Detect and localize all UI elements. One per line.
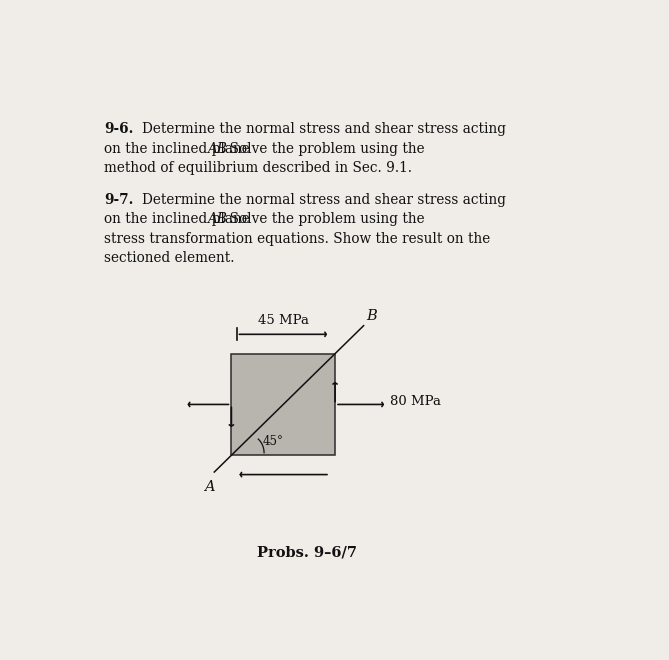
Text: 80 MPa: 80 MPa [389, 395, 440, 408]
Text: 45°: 45° [263, 435, 284, 447]
Text: AB: AB [207, 213, 227, 226]
Text: . Solve the problem using the: . Solve the problem using the [221, 142, 424, 156]
Text: 9-7.: 9-7. [104, 193, 134, 207]
Text: A: A [204, 480, 214, 494]
Text: . Solve the problem using the: . Solve the problem using the [221, 213, 424, 226]
Text: Probs. 9–6/7: Probs. 9–6/7 [257, 545, 357, 560]
Text: AB: AB [207, 142, 227, 156]
Text: method of equilibrium described in Sec. 9.1.: method of equilibrium described in Sec. … [104, 161, 412, 175]
Bar [231, 354, 335, 455]
Text: 45 MPa: 45 MPa [258, 314, 308, 327]
Text: B: B [366, 309, 377, 323]
Text: on the inclined plane: on the inclined plane [104, 213, 254, 226]
Text: stress transformation equations. Show the result on the: stress transformation equations. Show th… [104, 232, 490, 246]
Text: on the inclined plane: on the inclined plane [104, 142, 254, 156]
Text: Determine the normal stress and shear stress acting: Determine the normal stress and shear st… [142, 122, 506, 137]
Text: Determine the normal stress and shear stress acting: Determine the normal stress and shear st… [142, 193, 506, 207]
Text: 9-6.: 9-6. [104, 122, 134, 137]
Text: sectioned element.: sectioned element. [104, 251, 235, 265]
